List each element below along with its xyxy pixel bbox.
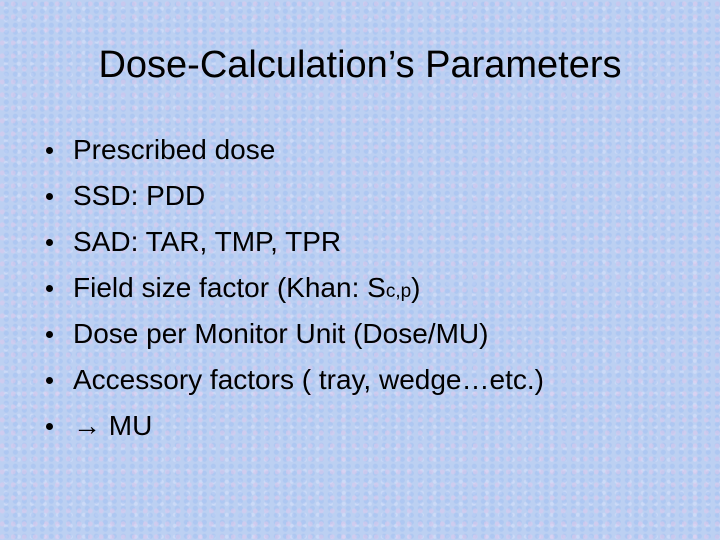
slide-title: Dose-Calculation’s Parameters	[98, 44, 622, 86]
bullet-text: Prescribed dose	[73, 134, 276, 165]
bullet	[46, 423, 53, 430]
bullet-text: SAD: TAR, TMP, TPR	[73, 226, 342, 257]
bullet-item: SAD: TAR, TMP, TPR	[46, 226, 342, 258]
bullet-text: → MU	[73, 410, 153, 441]
bullet	[46, 147, 53, 154]
bullet	[46, 193, 53, 200]
subscript: c,p	[385, 281, 412, 302]
bullet-item: Dose per Monitor Unit (Dose/MU)	[46, 318, 489, 350]
bullet	[46, 239, 53, 246]
bullet-item: → MU	[46, 410, 153, 442]
bullet-text: Accessory factors ( tray, wedge…etc.)	[73, 364, 544, 395]
bullet-item: Accessory factors ( tray, wedge…etc.)	[46, 364, 544, 396]
bullet-item: SSD: PDD	[46, 180, 206, 212]
bullet-item: Prescribed dose	[46, 134, 276, 166]
bullet-text: )	[411, 272, 421, 303]
bullet-text: SSD: PDD	[73, 180, 206, 211]
bullet	[46, 285, 53, 292]
bullet	[46, 331, 53, 338]
bullet-text: Dose per Monitor Unit (Dose/MU)	[73, 318, 489, 349]
bullet-item: Field size factor (Khan: Sc,p)	[46, 272, 421, 308]
bullet-text: Field size factor (Khan: S	[73, 272, 386, 303]
bullet	[46, 377, 53, 384]
